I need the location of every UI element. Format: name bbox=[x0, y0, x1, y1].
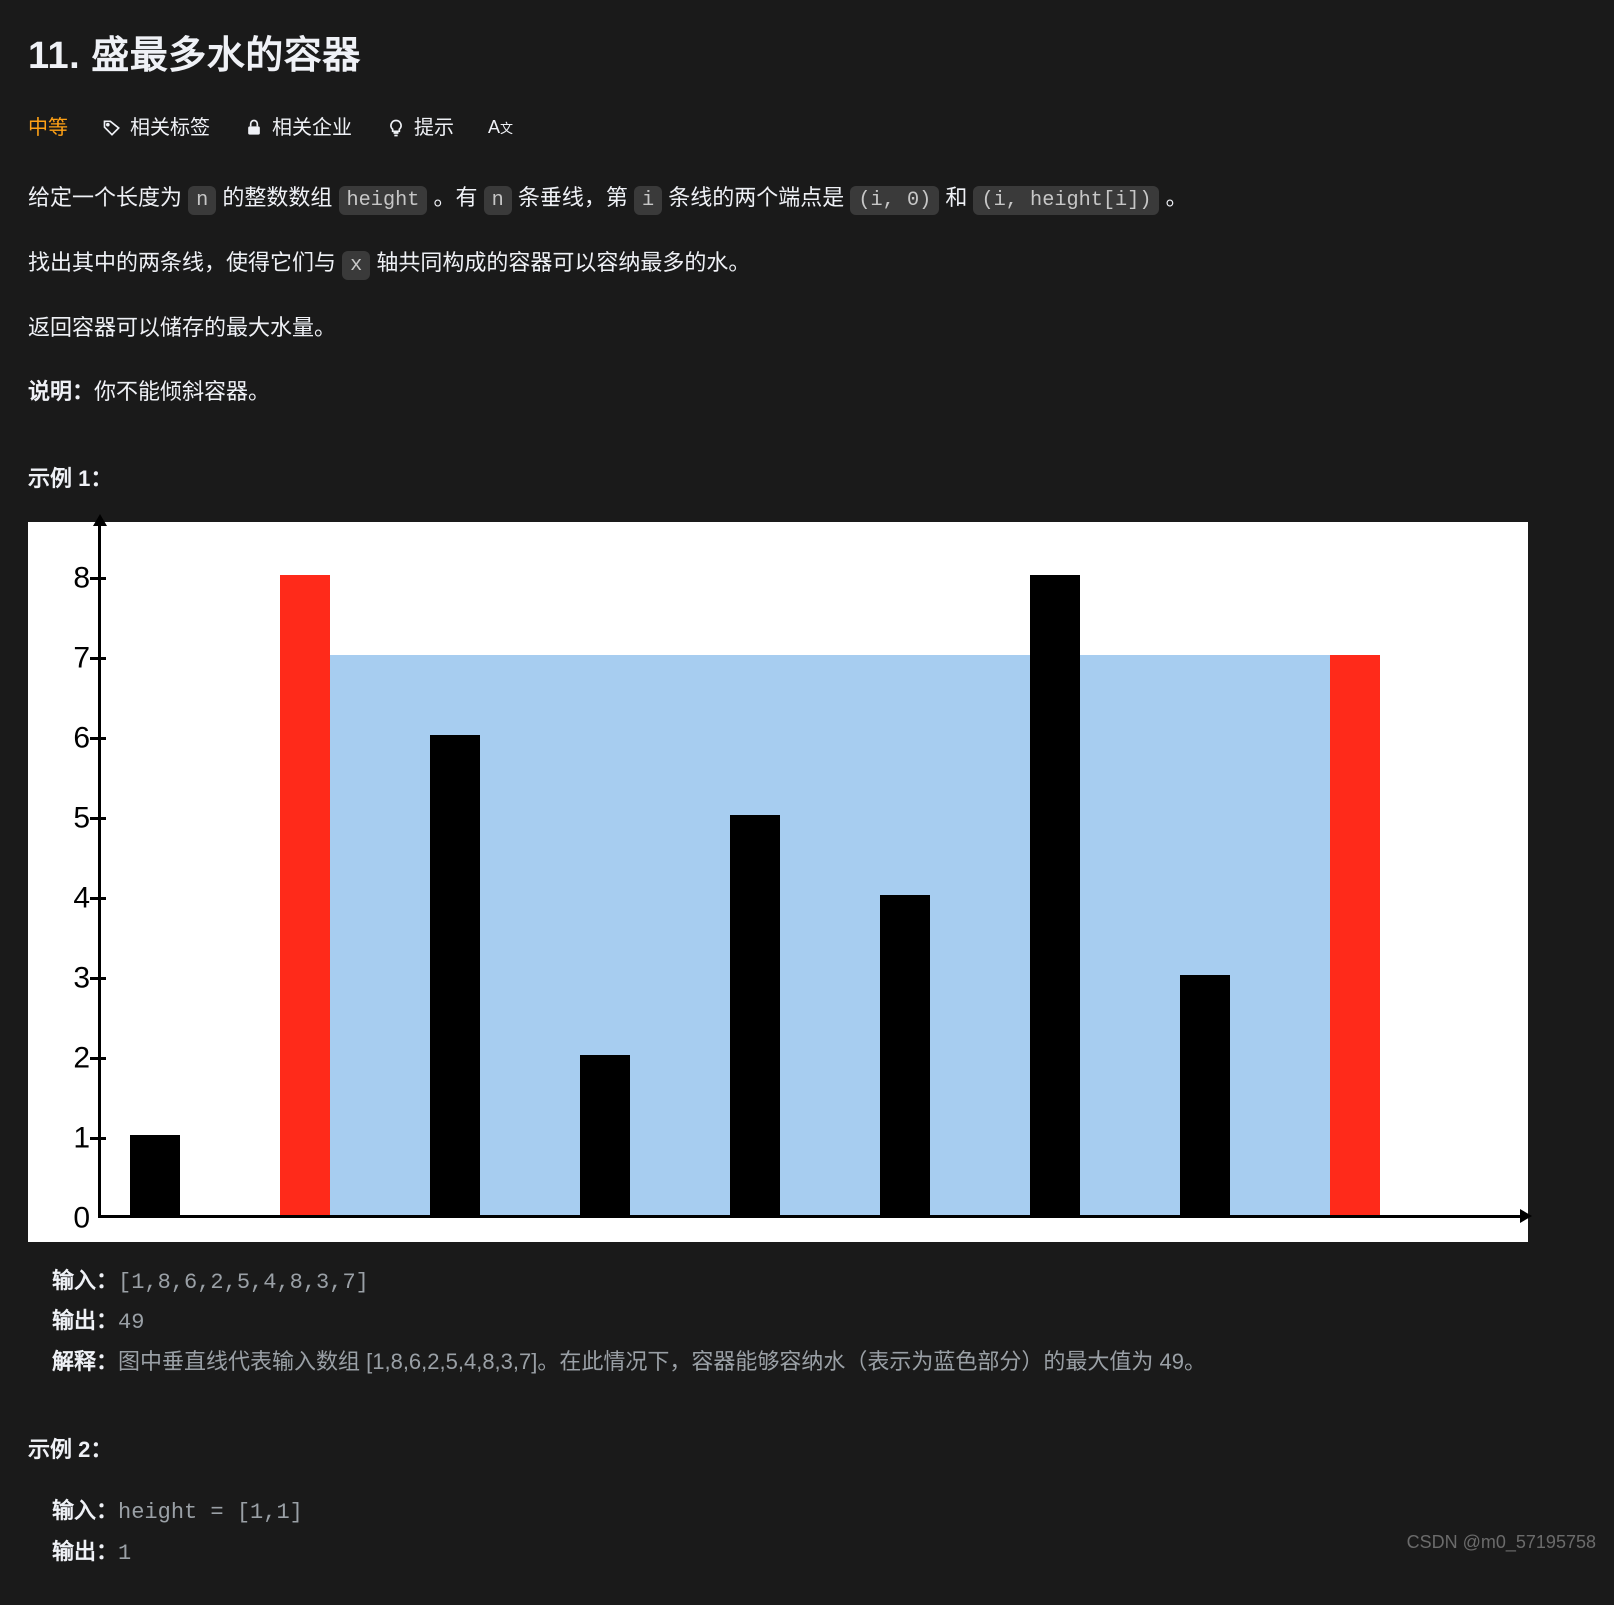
example1-block: 输入：[1,8,6,2,5,4,8,3,7] 输出：49 解释：图中垂直线代表输… bbox=[28, 1262, 1586, 1382]
note-label: 说明： bbox=[28, 379, 94, 404]
example1-chart: 0 1 2 3 4 5 6 7 8 bbox=[28, 522, 1528, 1242]
chart-bar bbox=[430, 735, 480, 1215]
y-tick-label: 7 bbox=[54, 632, 90, 683]
hint-link[interactable]: 提示 bbox=[386, 111, 454, 145]
tags-link[interactable]: 相关标签 bbox=[102, 111, 210, 145]
example2-block: 输入：height = [1,1] 输出：1 bbox=[28, 1492, 1586, 1573]
output-value-2: 1 bbox=[118, 1541, 131, 1566]
code-pt0: (i, 0) bbox=[850, 186, 939, 215]
desc-p1: 给定一个长度为 n 的整数数组 height 。有 n 条垂线，第 i 条线的两… bbox=[28, 179, 1586, 218]
x-axis bbox=[98, 1215, 1522, 1218]
y-tick-label: 4 bbox=[54, 872, 90, 923]
y-axis bbox=[98, 524, 101, 1218]
code-n2: n bbox=[484, 186, 512, 215]
chart-bar bbox=[1030, 575, 1080, 1215]
difficulty-badge: 中等 bbox=[28, 111, 68, 145]
code-pt1: (i, height[i]) bbox=[973, 186, 1159, 215]
y-tick-mark bbox=[90, 817, 106, 820]
example1-heading: 示例 1： bbox=[28, 460, 1586, 497]
explain-label: 解释： bbox=[52, 1349, 118, 1374]
chart-bar bbox=[730, 815, 780, 1215]
y-tick-label: 3 bbox=[54, 952, 90, 1003]
y-tick-label: 0 bbox=[54, 1192, 90, 1243]
x-axis-arrow bbox=[1520, 1209, 1532, 1223]
tag-icon bbox=[102, 118, 122, 138]
y-tick-label: 1 bbox=[54, 1112, 90, 1163]
explain-text: 图中垂直线代表输入数组 [1,8,6,2,5,4,8,3,7]。在此情况下，容器… bbox=[118, 1349, 1206, 1374]
y-tick-label: 2 bbox=[54, 1032, 90, 1083]
input-value-2: height = [1,1] bbox=[118, 1500, 303, 1525]
y-tick-mark bbox=[90, 737, 106, 740]
y-tick-mark bbox=[90, 977, 106, 980]
watermark: CSDN @m0_57195758 bbox=[1407, 1527, 1596, 1558]
problem-title: 11. 盛最多水的容器 bbox=[28, 24, 1586, 89]
translate-icon: A文 bbox=[488, 112, 513, 143]
output-value: 49 bbox=[118, 1310, 144, 1335]
y-tick-mark bbox=[90, 897, 106, 900]
y-tick-label: 8 bbox=[54, 552, 90, 603]
lightbulb-icon bbox=[386, 118, 406, 138]
companies-label: 相关企业 bbox=[272, 111, 352, 145]
y-tick-label: 6 bbox=[54, 712, 90, 763]
example2-heading: 示例 2： bbox=[28, 1431, 1586, 1468]
y-axis-arrow bbox=[93, 514, 107, 526]
lock-icon bbox=[244, 118, 264, 138]
desc-p3: 返回容器可以储存的最大水量。 bbox=[28, 309, 1586, 346]
desc-p4: 说明：你不能倾斜容器。 bbox=[28, 373, 1586, 410]
companies-link[interactable]: 相关企业 bbox=[244, 111, 352, 145]
problem-description: 给定一个长度为 n 的整数数组 height 。有 n 条垂线，第 i 条线的两… bbox=[28, 179, 1586, 411]
y-tick-mark bbox=[90, 1137, 106, 1140]
desc-p2: 找出其中的两条线，使得它们与 x 轴共同构成的容器可以容纳最多的水。 bbox=[28, 244, 1586, 283]
chart-bar bbox=[580, 1055, 630, 1215]
tags-label: 相关标签 bbox=[130, 111, 210, 145]
chart-bar bbox=[1330, 655, 1380, 1215]
output-label-2: 输出： bbox=[52, 1539, 118, 1564]
lang-switch[interactable]: A文 bbox=[488, 112, 513, 143]
code-n: n bbox=[188, 186, 216, 215]
chart-bar bbox=[880, 895, 930, 1215]
input-label-2: 输入： bbox=[52, 1498, 118, 1523]
code-x: x bbox=[342, 251, 370, 280]
input-label: 输入： bbox=[52, 1268, 118, 1293]
chart-bar bbox=[280, 575, 330, 1215]
code-height: height bbox=[339, 186, 428, 215]
y-tick-mark bbox=[90, 577, 106, 580]
hint-label: 提示 bbox=[414, 111, 454, 145]
chart-bar bbox=[1180, 975, 1230, 1215]
meta-row: 中等 相关标签 相关企业 提示 A文 bbox=[28, 111, 1586, 145]
output-label: 输出： bbox=[52, 1308, 118, 1333]
y-tick-mark bbox=[90, 1057, 106, 1060]
code-i: i bbox=[634, 186, 662, 215]
y-tick-mark bbox=[90, 657, 106, 660]
y-tick-label: 5 bbox=[54, 792, 90, 843]
input-value: [1,8,6,2,5,4,8,3,7] bbox=[118, 1270, 369, 1295]
chart-bar bbox=[130, 1135, 180, 1215]
